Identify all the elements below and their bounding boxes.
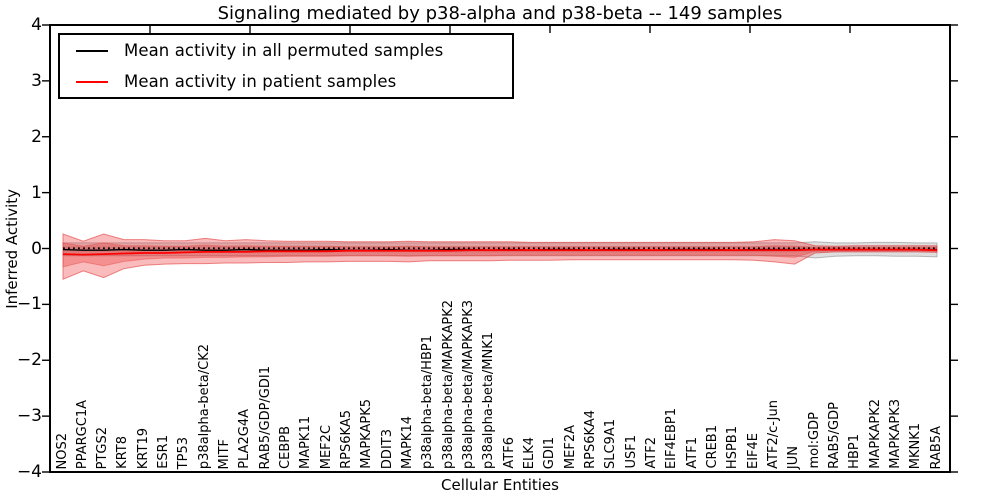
legend-item-permuted: Mean activity in all permuted samples <box>60 35 512 66</box>
legend-item-patient: Mean activity in patient samples <box>60 66 512 97</box>
x-category-label: MITF <box>217 438 233 469</box>
y-tick-label: −1 <box>16 294 42 315</box>
x-category-label: MAPKAPK3 <box>887 399 903 469</box>
x-category-label: JUN <box>786 445 802 469</box>
x-category-label: p38alpha-beta/HBP1 <box>420 334 436 469</box>
x-category-label: PTGS2 <box>95 426 111 469</box>
x-category-label: TP53 <box>176 436 192 469</box>
x-category-label: CREB1 <box>704 425 720 469</box>
y-tick-label: −2 <box>16 350 42 371</box>
x-category-label: DDIT3 <box>379 428 395 469</box>
x-category-label: GDI1 <box>542 436 558 469</box>
x-category-label: EIF4E <box>745 432 761 469</box>
x-category-label: KRT19 <box>135 427 151 469</box>
x-category-label: ESR1 <box>156 435 172 469</box>
x-category-label: MAPKAPK2 <box>867 399 883 469</box>
y-tick-label: 1 <box>31 182 42 203</box>
x-category-label: ATF6 <box>501 437 517 469</box>
x-category-label: MAPK11 <box>298 415 314 469</box>
x-category-label: MEF2A <box>562 424 578 469</box>
y-tick-label: 0 <box>31 238 42 259</box>
x-category-label: NOS2 <box>54 432 70 469</box>
x-category-label: HBP1 <box>847 434 863 469</box>
x-category-label: PLA2G4A <box>237 409 253 469</box>
x-category-label: MAPKAPK5 <box>359 399 375 469</box>
x-category-label: ATF1 <box>684 437 700 469</box>
x-axis-title: Cellular Entities <box>441 476 559 494</box>
y-tick-label: −3 <box>16 406 42 427</box>
x-category-label: ATF2/c-Jun <box>765 400 781 469</box>
y-tick-label: 3 <box>31 70 42 91</box>
x-category-label: KRT8 <box>115 436 131 469</box>
x-category-label: MAPK14 <box>400 415 416 469</box>
chart-title: Signaling mediated by p38-alpha and p38-… <box>217 3 783 24</box>
x-category-label: MKNK1 <box>908 422 924 469</box>
x-category-label: PPARGC1A <box>74 399 90 469</box>
x-category-label: RAB5/GDP/GDI1 <box>257 365 273 469</box>
legend-label: Mean activity in patient samples <box>124 72 397 91</box>
mean-patient <box>62 248 938 256</box>
patient-spread-outer <box>62 233 938 280</box>
x-category-label: MEF2C <box>318 424 334 469</box>
x-category-label: RPS6KA4 <box>582 410 598 469</box>
x-category-label: RPS6KA5 <box>339 410 355 469</box>
x-category-label: ELK4 <box>521 436 537 469</box>
x-category-label: p38alpha-beta/CK2 <box>196 343 212 469</box>
red-line-swatch <box>76 80 108 83</box>
x-category-label: EIF4EBP1 <box>664 407 680 469</box>
x-category-label: ATF2 <box>643 437 659 469</box>
black-line-swatch <box>76 49 108 52</box>
x-category-label: SLC9A1 <box>603 418 619 469</box>
x-category-label: mol:GDP <box>806 412 822 469</box>
legend-label: Mean activity in all permuted samples <box>124 41 444 60</box>
x-category-label: p38alpha-beta/MNK1 <box>481 332 497 469</box>
y-tick-label: −4 <box>16 462 42 482</box>
x-category-label: HSPB1 <box>725 425 741 469</box>
x-category-label: p38alpha-beta/MAPKAPK2 <box>440 300 456 469</box>
x-category-label: USF1 <box>623 435 639 469</box>
x-category-label: RAB5A <box>928 425 944 469</box>
y-tick-label: 2 <box>31 126 42 147</box>
y-tick-label: 4 <box>31 15 42 35</box>
legend: Mean activity in all permuted samples Me… <box>58 33 514 99</box>
x-category-label: p38alpha-beta/MAPKAPK3 <box>461 300 476 469</box>
x-category-label: RAB5/GDP <box>826 402 842 469</box>
x-category-label: CEBPB <box>278 426 294 469</box>
